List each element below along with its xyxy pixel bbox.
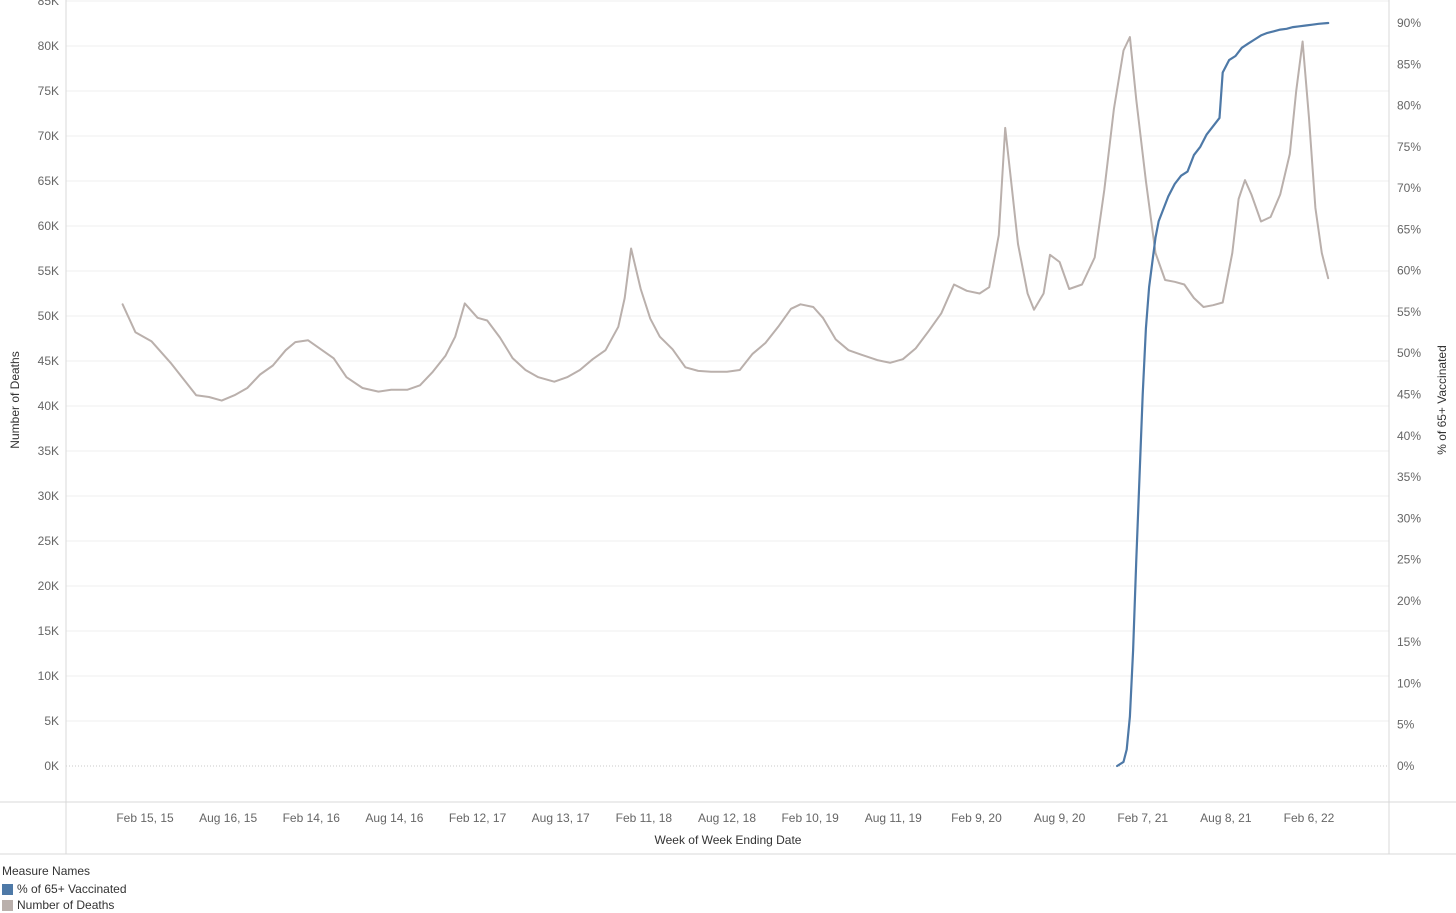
y-right-axis-title: % of 65+ Vaccinated [1435,345,1449,455]
x-tick-label: Feb 7, 21 [1117,811,1168,825]
legend-swatch-vaccinated [2,883,13,895]
x-tick-label: Feb 12, 17 [449,811,507,825]
y-right-tick-label: 0% [1397,759,1415,773]
y-right-tick-label: 20% [1397,594,1421,608]
y-right-tick-label: 90% [1397,16,1421,30]
legend-swatch-deaths [2,899,13,911]
y-right-tick-label: 85% [1397,57,1421,71]
legend-item-vaccinated[interactable]: % of 65+ Vaccinated [2,881,127,897]
x-tick-label: Feb 14, 16 [283,811,341,825]
x-tick-label: Aug 13, 17 [532,811,590,825]
y-left-tick-label: 15K [38,624,59,638]
x-tick-label: Feb 15, 15 [116,811,174,825]
y-left-tick-label: 75K [38,84,59,98]
y-left-tick-label: 45K [38,354,59,368]
legend-title: Measure Names [2,864,91,878]
y-left-tick-label: 80K [38,39,59,53]
y-right-tick-label: 25% [1397,553,1421,567]
y-right-tick-label: 50% [1397,346,1421,360]
y-right-tick-label: 65% [1397,222,1421,236]
y-right-tick-label: 80% [1397,99,1421,113]
series-line-deaths[interactable] [121,36,1330,402]
y-left-tick-label: 55K [38,264,59,278]
x-tick-label: Aug 14, 16 [365,811,423,825]
y-left-tick-label: 0K [44,759,59,773]
plot-frame [0,0,1456,855]
x-tick-label: Feb 10, 19 [781,811,839,825]
x-tick-label: Aug 9, 20 [1034,811,1086,825]
y-left-tick-label: 60K [38,219,59,233]
y-left-tick-label: 10K [38,669,59,683]
series-lines [121,21,1330,768]
x-tick-label: Aug 12, 18 [698,811,756,825]
y-left-tick-label: 65K [38,174,59,188]
x-tick-label: Feb 9, 20 [951,811,1002,825]
y-right-tick-label: 30% [1397,511,1421,525]
y-left-axis-title: Number of Deaths [8,351,22,448]
y-left-tick-label: 5K [44,714,59,728]
y-left-tick-label: 35K [38,444,59,458]
x-tick-label: Aug 16, 15 [199,811,257,825]
y-right-tick-label: 55% [1397,305,1421,319]
legend-label-vaccinated: % of 65+ Vaccinated [17,882,127,896]
x-tick-label: Aug 11, 19 [865,811,922,825]
legend-label-deaths: Number of Deaths [17,898,115,912]
y-right-tick-label: 40% [1397,429,1421,443]
y-right-tick-labels: 90% 85% 80% 75% 70% 65% 60% 55% 50% 45% 40% 35% 30% 2… [1397,16,1421,773]
y-right-tick-label: 10% [1397,676,1421,690]
y-right-tick-label: 75% [1397,140,1421,154]
y-left-tick-label: 40K [38,399,59,413]
x-axis-title: Week of Week Ending Date [655,833,802,847]
x-tick-label: Feb 6, 22 [1284,811,1335,825]
y-right-tick-label: 70% [1397,181,1421,195]
y-right-tick-label: 5% [1397,718,1415,732]
x-tick-label: Feb 11, 18 [616,811,673,825]
y-right-tick-label: 15% [1397,635,1421,649]
y-right-tick-label: 35% [1397,470,1421,484]
y-right-tick-label: 45% [1397,388,1421,402]
legend-item-deaths[interactable]: Number of Deaths [2,897,127,913]
y-left-tick-label: 50K [38,309,59,323]
series-line-vaccinated[interactable] [1115,21,1330,768]
x-tick-labels: Feb 15, 15 Aug 16, 15 Feb 14, 16 Aug 14, 16… [116,811,1334,825]
gridlines [66,0,1389,722]
y-right-tick-label: 60% [1397,264,1421,278]
y-left-tick-label: 70K [38,129,59,143]
y-left-tick-labels: 85K 80K 75K 70K 65K 60K 55K 50K 45K 40K 35K 30K 25K 2… [38,0,59,773]
y-left-tick-label: 85K [38,0,59,8]
y-left-tick-label: 30K [38,489,59,503]
y-left-tick-label: 25K [38,534,59,548]
y-left-tick-label: 20K [38,579,59,593]
x-tick-label: Aug 8, 21 [1200,811,1252,825]
legend: Measure Names % of 65+ Vaccinated Number… [2,864,127,913]
